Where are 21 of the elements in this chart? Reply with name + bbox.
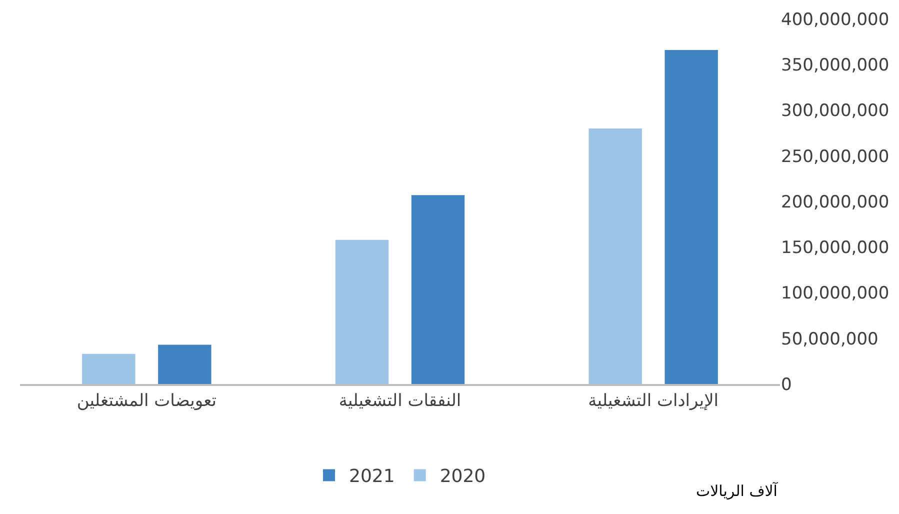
- y-tick-label: 350,000,000: [781, 56, 890, 76]
- y-tick-label: 100,000,000: [781, 284, 890, 304]
- y-tick-label: 0: [781, 374, 792, 395]
- text: آلاف الريالات: [696, 481, 778, 500]
- x-tick-label: الإيرادات التشغيلية: [588, 391, 719, 412]
- bar: [664, 50, 718, 384]
- bar: [335, 240, 389, 384]
- legend-label: 2020: [440, 466, 486, 488]
- y-tick-label: 250,000,000: [781, 146, 890, 167]
- legend-label: 2021: [349, 466, 395, 488]
- y-tick-label: 200,000,000: [781, 192, 890, 212]
- bar: [158, 344, 212, 384]
- y-tick-label: 150,000,000: [781, 238, 890, 258]
- x-tick-label: النفقات التشغيلية: [338, 391, 462, 412]
- x-tick-label: تعويضات المشتغلين: [76, 391, 217, 412]
- y-tick-label: 50,000,000: [781, 329, 878, 350]
- bar: [82, 354, 136, 384]
- bar: [588, 128, 642, 384]
- y-tick-label: 400,000,000: [781, 10, 890, 30]
- y-tick-label: 300,000,000: [781, 101, 890, 122]
- bar: [411, 195, 465, 384]
